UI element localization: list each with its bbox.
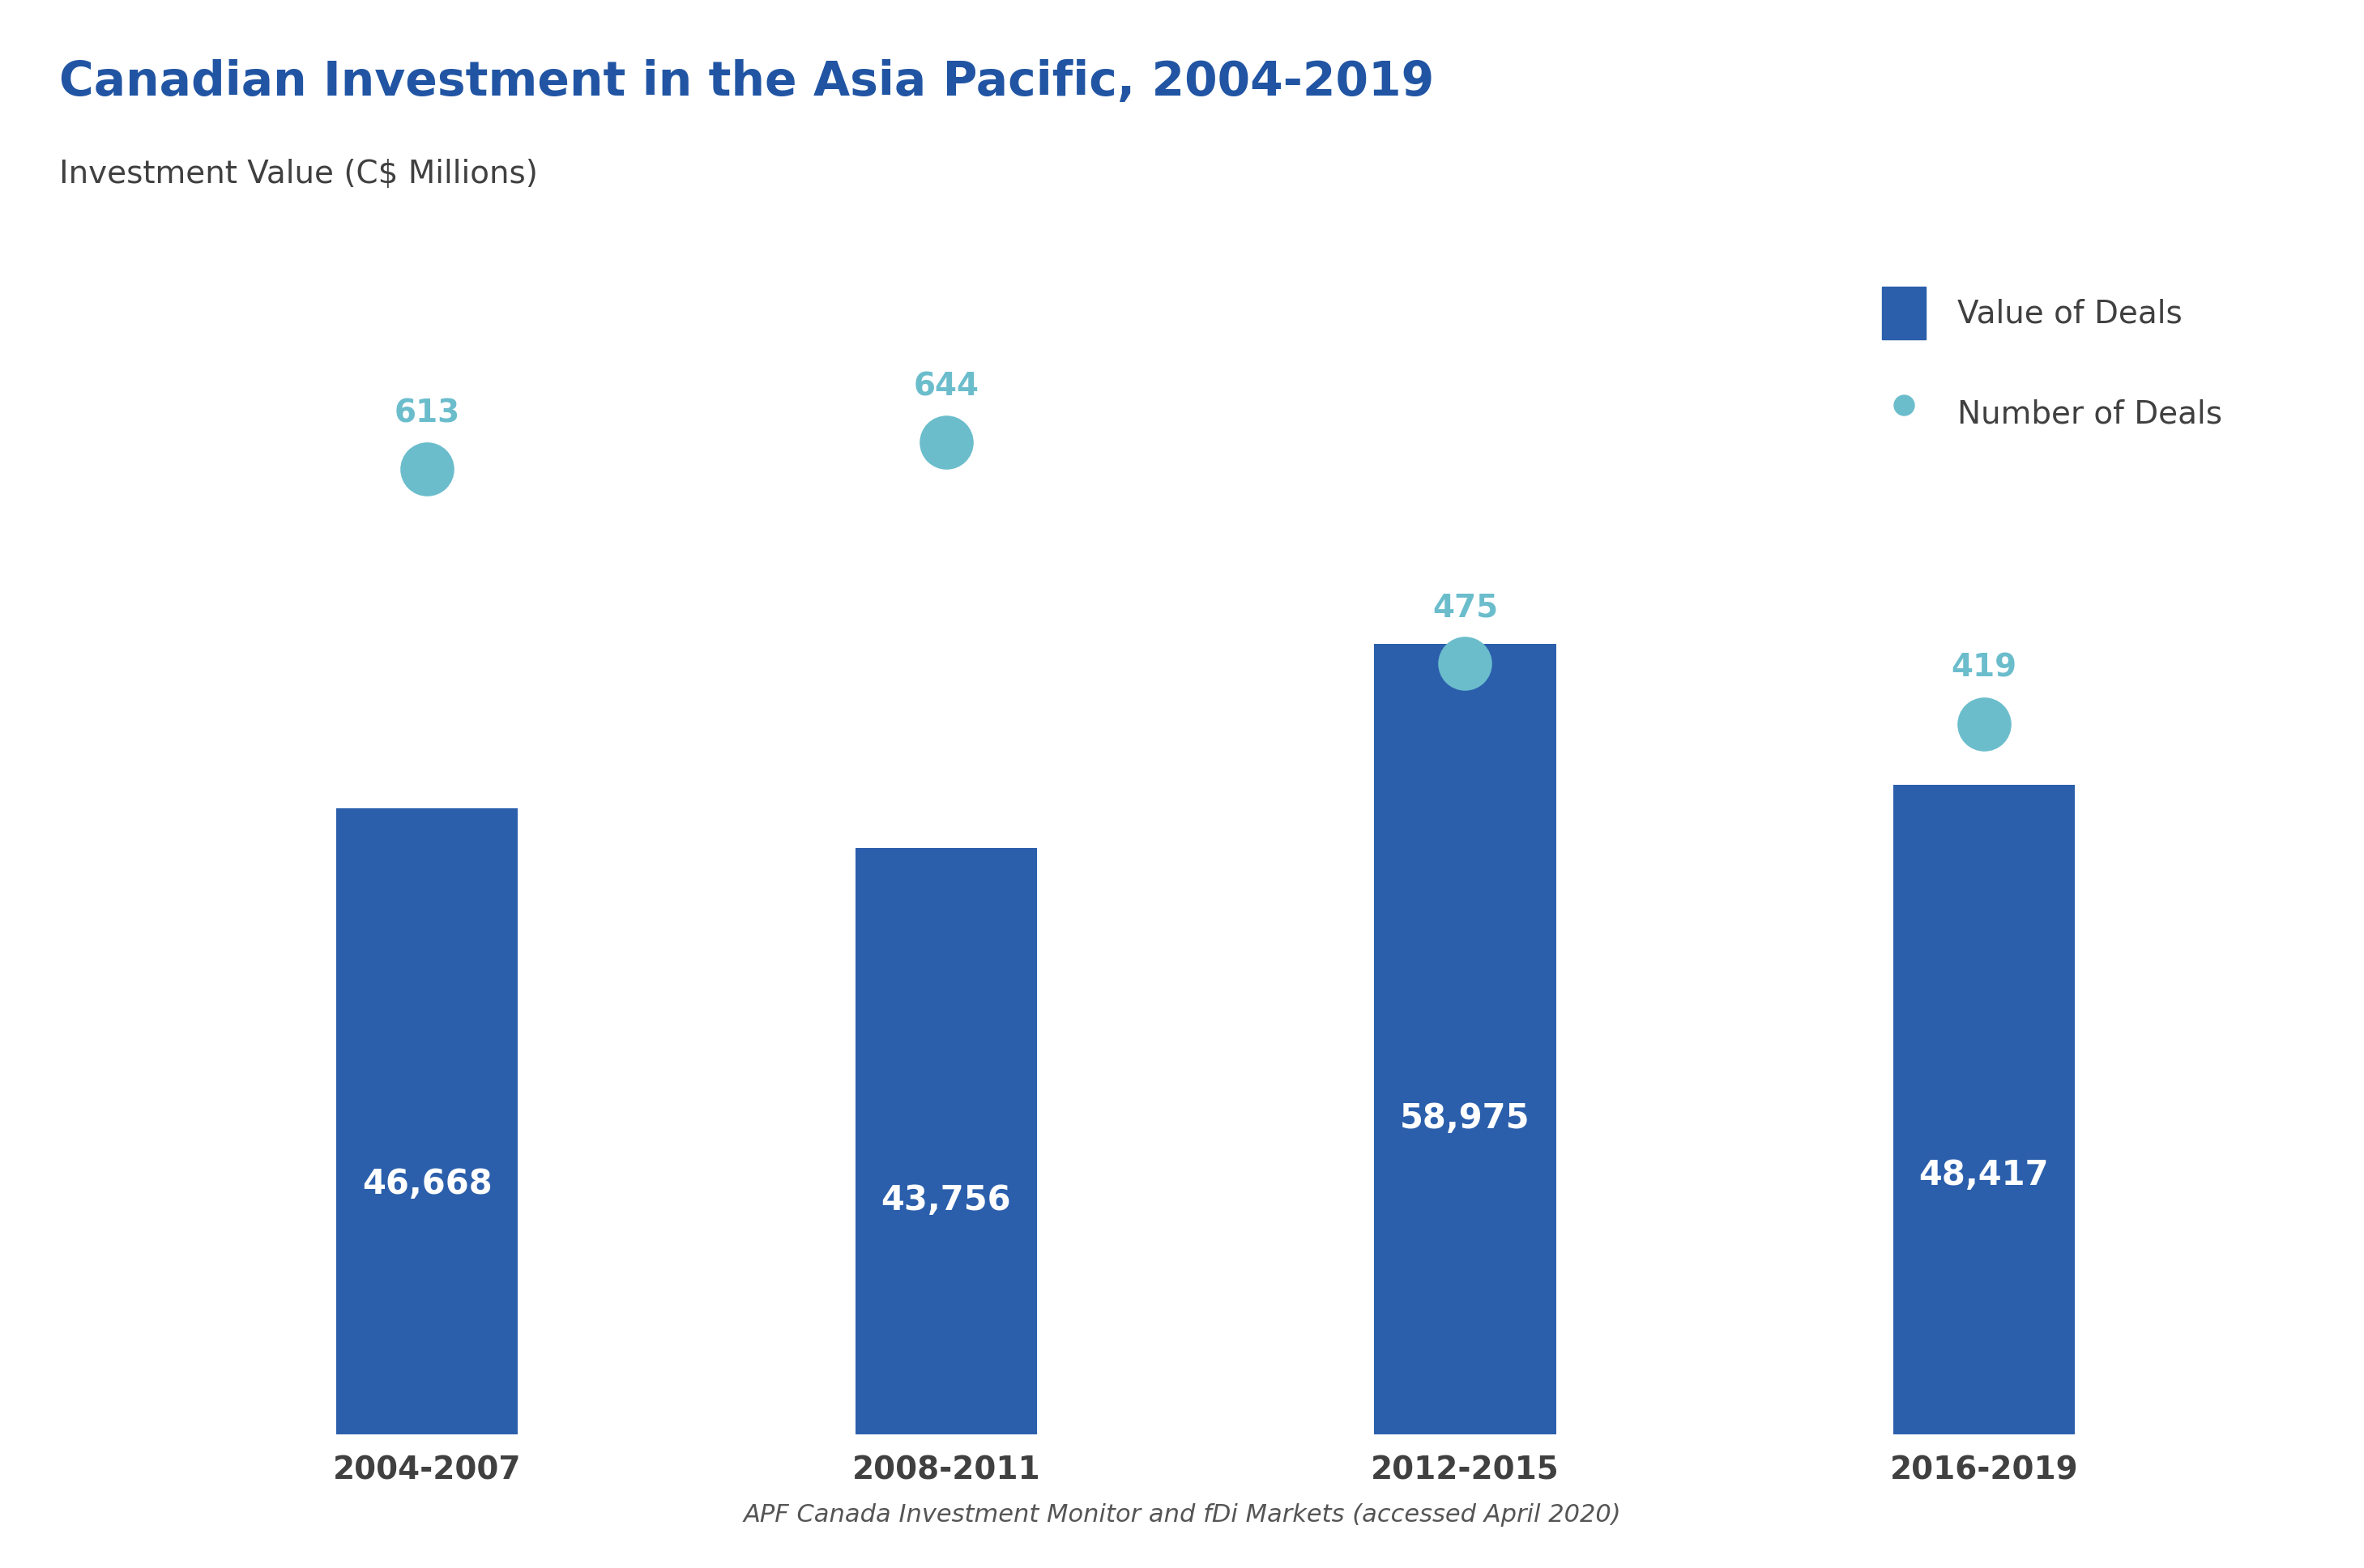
Bar [1894,786,2076,1435]
Text: 475: 475 [1433,593,1499,622]
Legend: Value of Deals, Number of Deals: Value of Deals, Number of Deals [1851,256,2253,470]
Text: 613: 613 [395,398,461,428]
Bar [856,848,1038,1435]
Text: 58,975: 58,975 [1399,1101,1530,1135]
Text: 43,756: 43,756 [882,1182,1012,1217]
Text: 46,668: 46,668 [362,1167,492,1201]
Bar [1373,643,1556,1435]
Text: APF Canada Investment Monitor and fDi Markets (accessed April 2020): APF Canada Investment Monitor and fDi Ma… [742,1504,1622,1527]
Text: Investment Value (C$ Millions): Investment Value (C$ Millions) [59,158,537,190]
Text: Canadian Investment in the Asia Pacific, 2004-2019: Canadian Investment in the Asia Pacific,… [59,60,1435,105]
Bar [336,809,518,1435]
Text: 644: 644 [913,372,979,401]
Point [1447,651,1485,676]
Point [927,430,965,455]
Point [1964,712,2002,737]
Text: 48,417: 48,417 [1920,1157,2050,1192]
Text: 419: 419 [1950,652,2016,684]
Point [409,456,447,481]
